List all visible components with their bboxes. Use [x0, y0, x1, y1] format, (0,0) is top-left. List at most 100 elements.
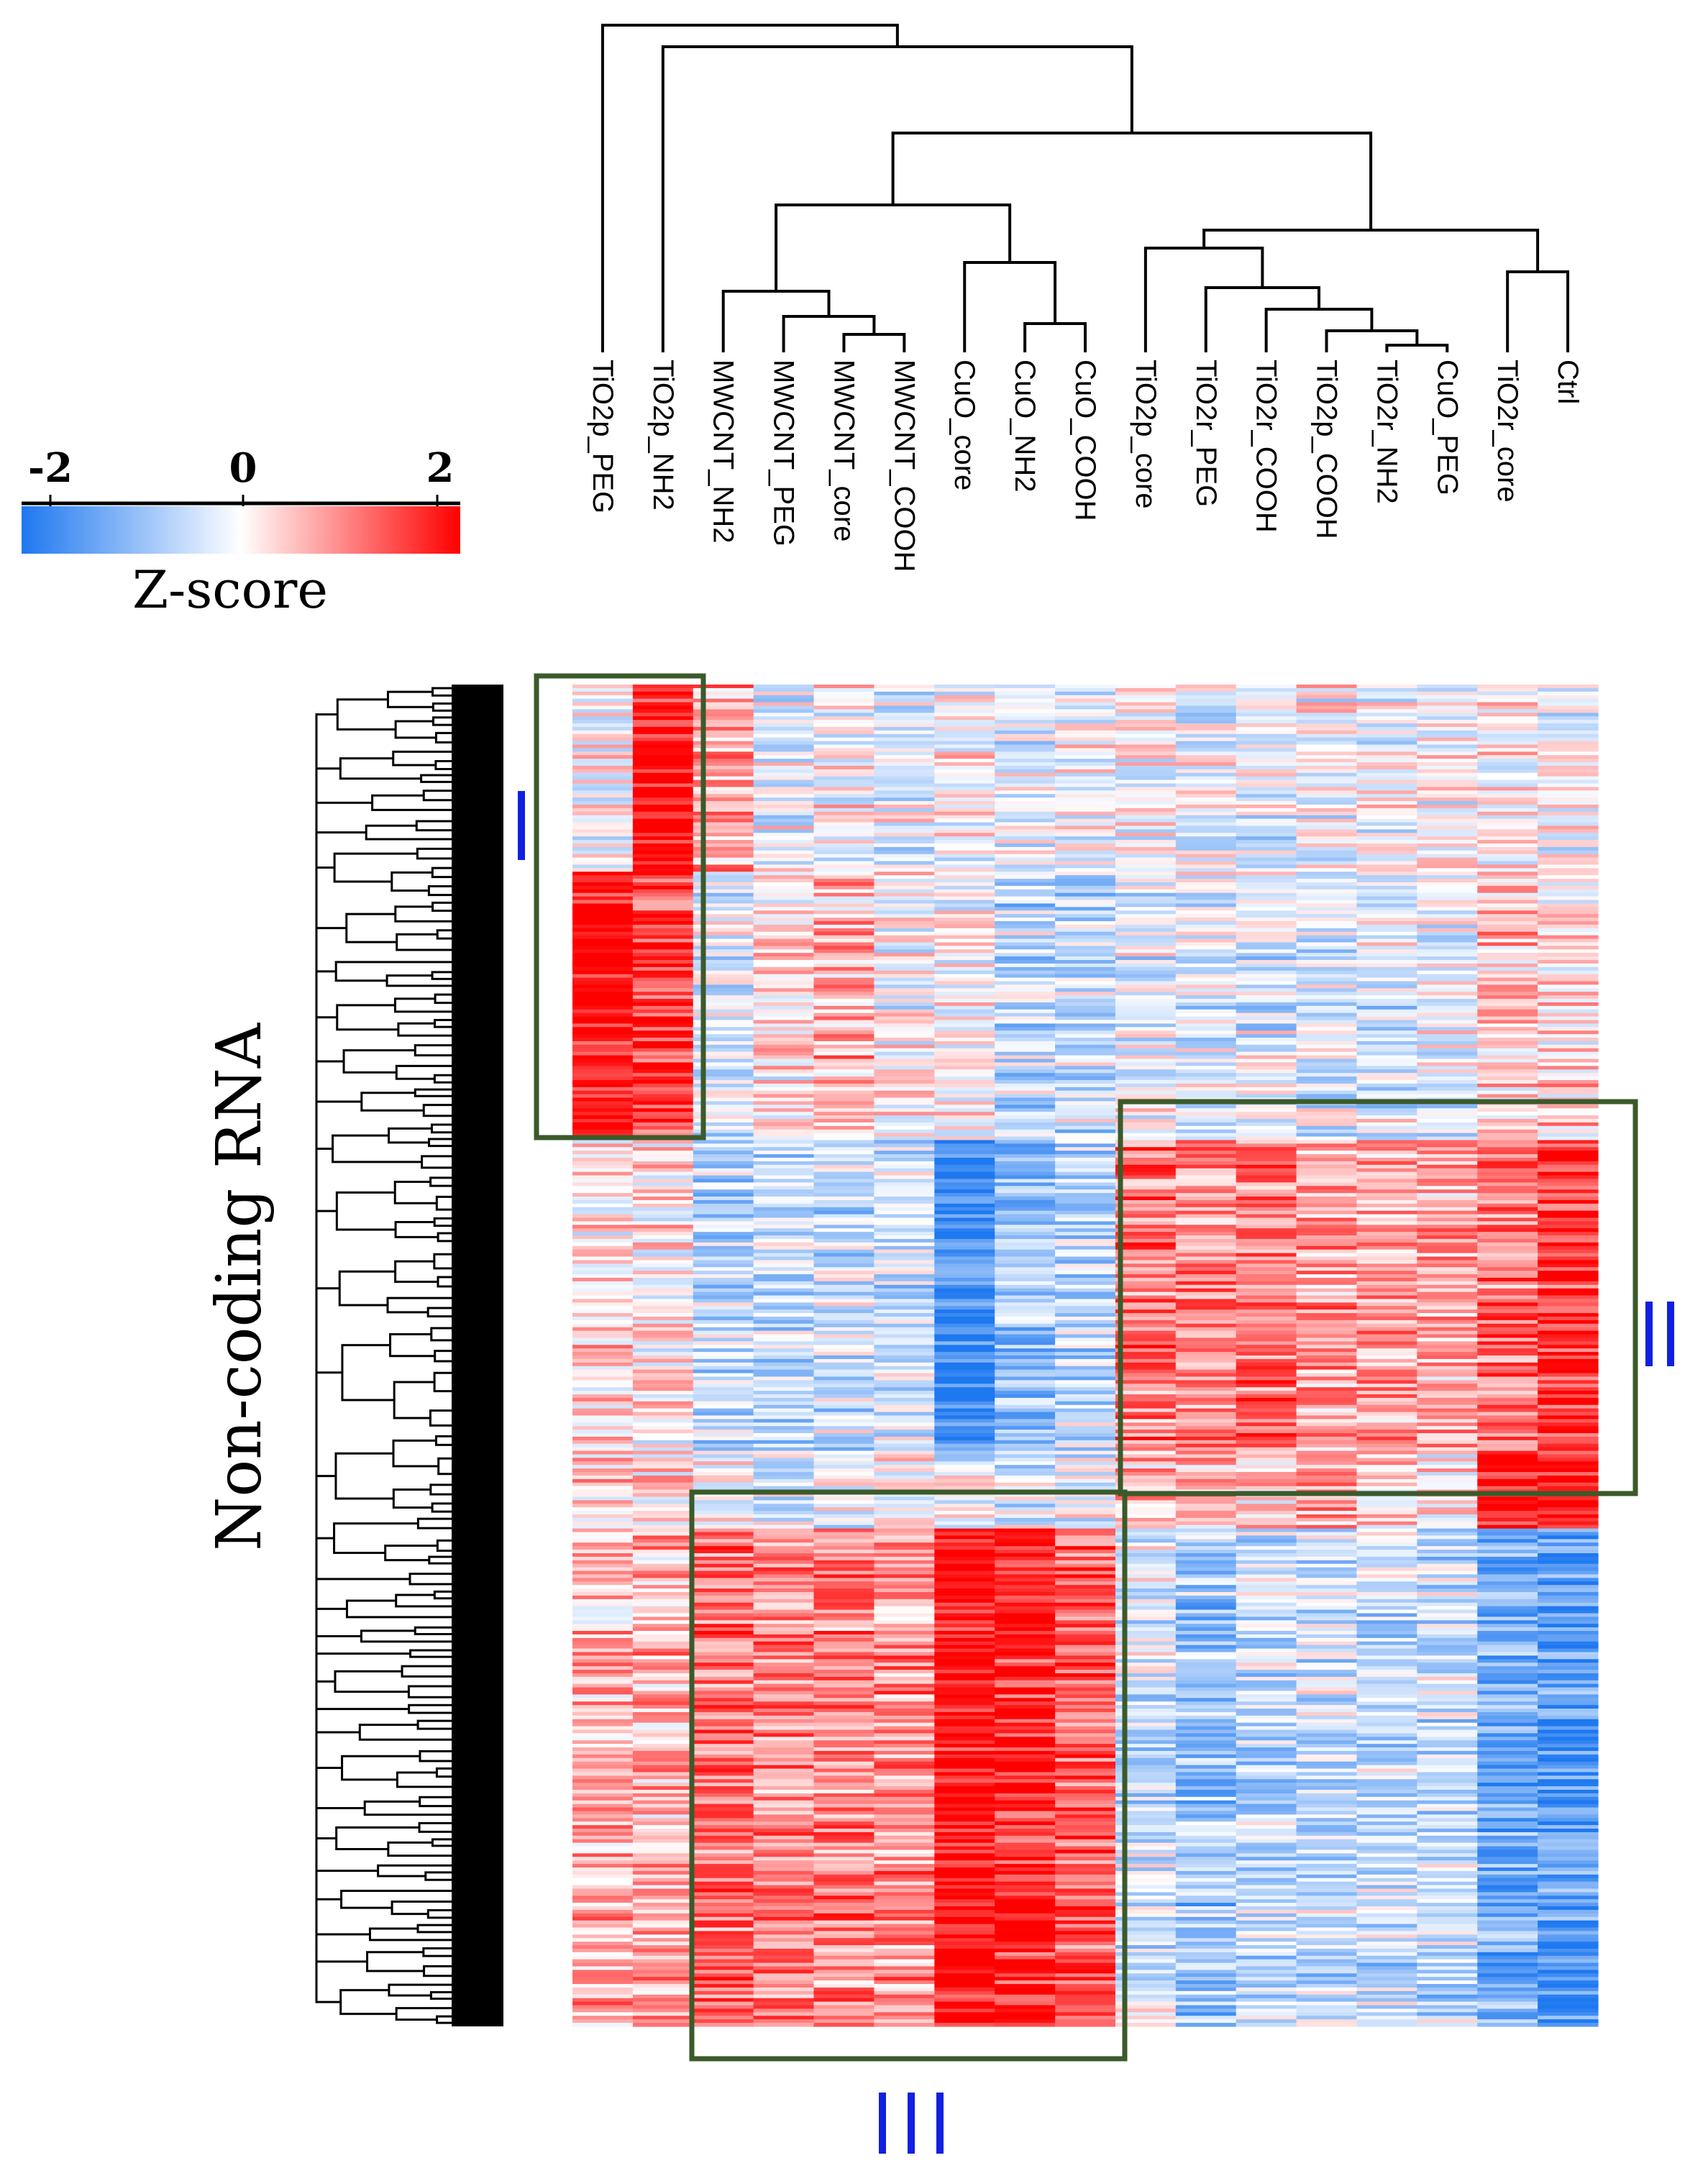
heatmap-cell — [1538, 702, 1599, 707]
heatmap-cell — [693, 1009, 754, 1014]
heatmap-cell — [632, 783, 694, 787]
heatmap-cell — [1356, 907, 1417, 911]
heatmap-cell — [1356, 1486, 1417, 1491]
heatmap-cell — [1175, 1465, 1237, 1469]
heatmap-cell — [1236, 702, 1297, 707]
heatmap-cell — [1356, 1355, 1417, 1360]
heatmap-cell — [874, 974, 935, 979]
heatmap-cell — [1175, 1274, 1237, 1279]
heatmap-cell — [1055, 1105, 1116, 1109]
heatmap-cell — [632, 1105, 694, 1109]
heatmap-cell — [1417, 1384, 1478, 1388]
heatmap-cell — [1296, 1369, 1358, 1374]
heatmap-cell — [693, 1394, 754, 1399]
heatmap-cell — [1356, 695, 1417, 700]
heatmap-cell — [1175, 931, 1237, 936]
heatmap-cell — [1296, 931, 1358, 936]
heatmap-cell — [693, 1076, 754, 1081]
heatmap-cell — [813, 1496, 875, 1501]
heatmap-cell — [693, 702, 754, 707]
heatmap-cell — [1115, 751, 1177, 756]
heatmap-cell — [1477, 1256, 1538, 1261]
heatmap-cell — [1296, 1443, 1358, 1448]
heatmap-cell — [1417, 1478, 1478, 1483]
row-dendrogram-link — [394, 1220, 439, 1238]
heatmap-cell — [632, 1245, 694, 1250]
heatmap-cell — [813, 804, 875, 809]
heatmap-cell — [934, 1055, 995, 1060]
heatmap-cell — [753, 1574, 815, 1578]
heatmap-cell — [572, 801, 634, 805]
heatmap-cell — [813, 1235, 875, 1240]
heatmap-cell — [1356, 1535, 1417, 1540]
heatmap-cell — [572, 1624, 634, 1628]
heatmap-cell — [934, 1546, 995, 1550]
heatmap-cell — [1417, 1415, 1478, 1419]
heatmap-cell — [1417, 942, 1478, 946]
heatmap-cell — [874, 1295, 935, 1300]
heatmap-cell — [1115, 1341, 1177, 1345]
heatmap-cell — [1417, 1277, 1478, 1282]
heatmap-cell — [1296, 1507, 1358, 1512]
heatmap-cell — [572, 1118, 634, 1123]
heatmap-cell — [572, 1412, 634, 1417]
heatmap-cell — [753, 1588, 815, 1593]
heatmap-cell — [1175, 811, 1237, 816]
heatmap-cell — [1115, 1422, 1177, 1427]
colorbar-gradient — [22, 506, 460, 554]
heatmap-cell — [874, 702, 935, 707]
heatmap-cell — [1055, 1514, 1116, 1519]
heatmap-cell — [753, 1556, 815, 1561]
heatmap-cell — [934, 1238, 995, 1243]
heatmap-cell — [1356, 1369, 1417, 1374]
heatmap-cell — [874, 1189, 935, 1194]
heatmap-cell — [1296, 1221, 1358, 1225]
heatmap-cell — [693, 1663, 754, 1667]
heatmap-cell — [813, 977, 875, 982]
heatmap-cell — [1538, 705, 1599, 710]
heatmap-cell — [1417, 698, 1478, 703]
heatmap-cell — [693, 691, 754, 696]
heatmap-cell — [1175, 1511, 1237, 1515]
heatmap-cell — [1296, 963, 1358, 968]
heatmap-cell — [1055, 1560, 1116, 1565]
heatmap-cell — [1055, 1034, 1116, 1038]
heatmap-cell — [1477, 1210, 1538, 1215]
heatmap-cell — [572, 1352, 634, 1356]
heatmap-cell — [1175, 1069, 1237, 1074]
heatmap-cell — [1538, 1140, 1599, 1144]
heatmap-cell — [1055, 1496, 1116, 1501]
heatmap-cell — [1356, 687, 1417, 692]
heatmap-cell — [1115, 1161, 1177, 1166]
heatmap-cell — [1477, 1397, 1538, 1402]
heatmap-cell — [1115, 772, 1177, 777]
heatmap-cell — [753, 875, 815, 879]
heatmap-cell — [1055, 1528, 1116, 1533]
heatmap-cell — [1356, 1083, 1417, 1088]
heatmap-cell — [1175, 1602, 1237, 1607]
heatmap-cell — [1055, 1048, 1116, 1053]
heatmap-cell — [1175, 984, 1237, 989]
heatmap-cell — [753, 1108, 815, 1112]
heatmap-cell — [632, 1295, 694, 1300]
heatmap-cell — [1296, 1055, 1358, 1060]
heatmap-cell — [632, 1271, 694, 1275]
heatmap-cell — [1477, 737, 1538, 742]
heatmap-cell — [693, 1313, 754, 1317]
heatmap-cell — [753, 1369, 815, 1374]
heatmap-cell — [1296, 879, 1358, 883]
heatmap-cell — [1417, 1256, 1478, 1261]
heatmap-cell — [874, 1274, 935, 1279]
heatmap-cell — [1055, 741, 1116, 746]
heatmap-cell — [1055, 1440, 1116, 1445]
heatmap-cell — [693, 1320, 754, 1325]
heatmap-cell — [995, 857, 1056, 862]
heatmap-cell — [753, 730, 815, 735]
heatmap-cell — [1356, 822, 1417, 827]
heatmap-cell — [1296, 1659, 1358, 1663]
heatmap-cell — [1538, 1517, 1599, 1522]
heatmap-cell — [693, 885, 754, 890]
heatmap-cell — [1356, 1412, 1417, 1417]
heatmap-cell — [572, 1302, 634, 1307]
heatmap-cell — [813, 702, 875, 707]
